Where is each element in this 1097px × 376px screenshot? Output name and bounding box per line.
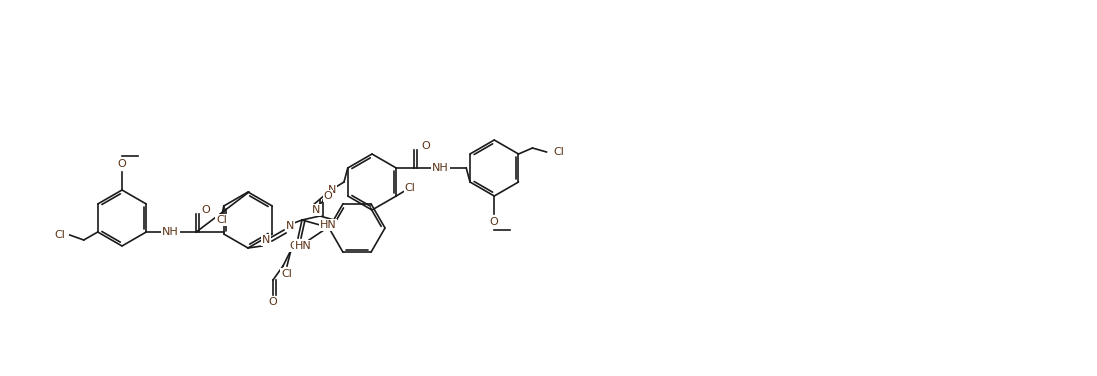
Text: HN: HN — [319, 220, 337, 230]
Text: NH: NH — [162, 227, 179, 237]
Text: O: O — [422, 141, 431, 151]
Text: O: O — [117, 159, 126, 169]
Text: O: O — [324, 191, 332, 201]
Text: HN: HN — [295, 241, 312, 251]
Text: Cl: Cl — [553, 147, 564, 157]
Text: Cl: Cl — [282, 269, 293, 279]
Text: N: N — [312, 205, 320, 215]
Text: Cl: Cl — [405, 183, 416, 193]
Text: N: N — [328, 185, 336, 195]
Text: N: N — [286, 221, 294, 231]
Text: O: O — [202, 205, 211, 215]
Text: NH: NH — [432, 163, 449, 173]
Text: N: N — [262, 235, 270, 245]
Text: Cl: Cl — [216, 215, 227, 225]
Text: Cl: Cl — [55, 230, 65, 240]
Text: O: O — [290, 241, 298, 251]
Text: O: O — [269, 297, 278, 307]
Text: O: O — [490, 217, 499, 227]
